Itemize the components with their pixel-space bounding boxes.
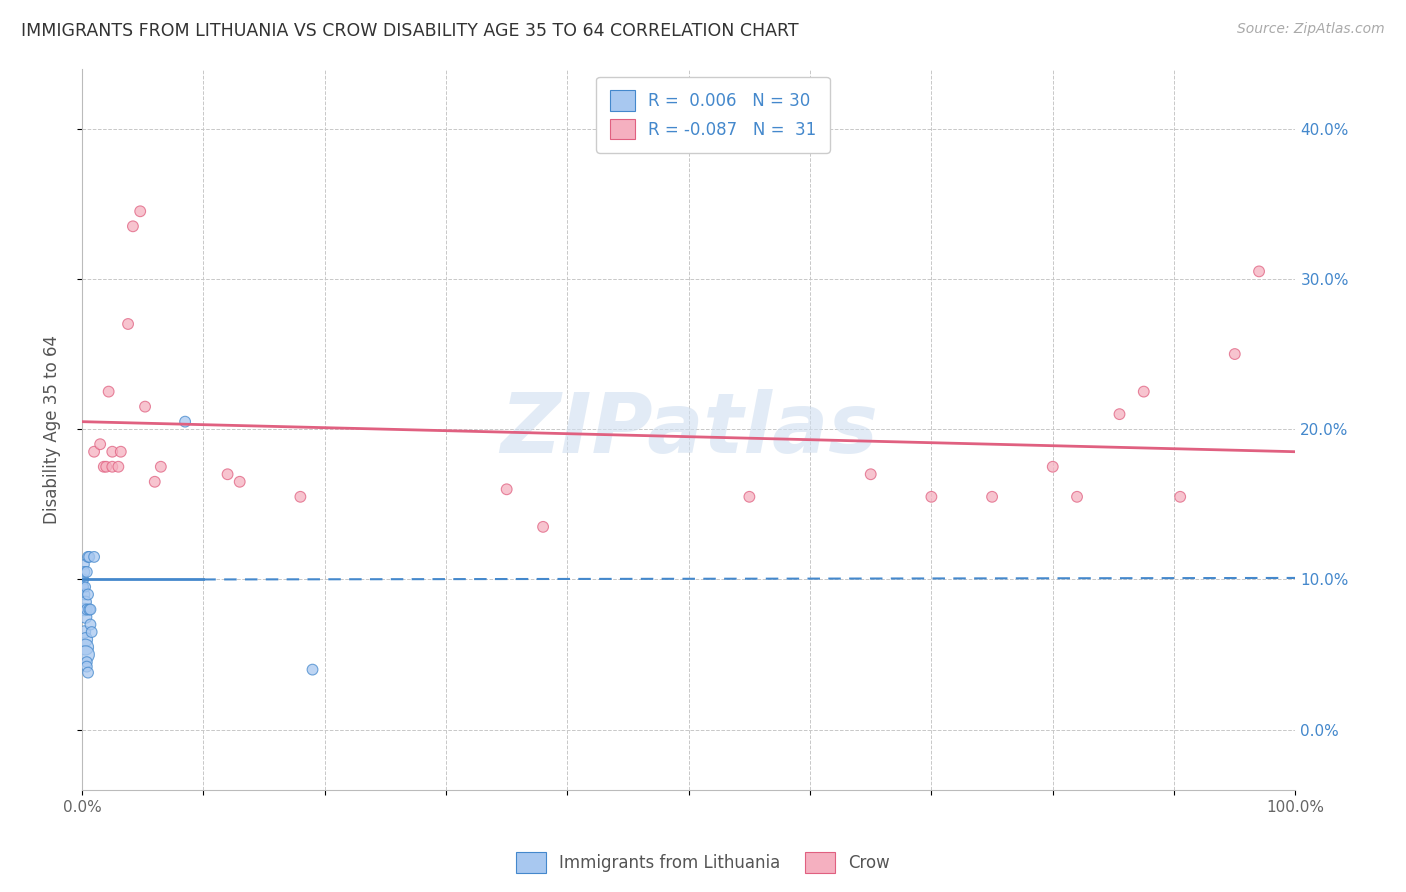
Point	[83, 549, 105, 564]
Point	[73, 625, 96, 640]
Point	[80, 625, 103, 640]
Point	[73, 602, 96, 616]
Point	[75, 610, 97, 624]
Point	[101, 444, 124, 458]
Text: Source: ZipAtlas.com: Source: ZipAtlas.com	[1237, 22, 1385, 37]
Point	[228, 475, 250, 489]
Point	[77, 549, 100, 564]
Point	[96, 459, 118, 474]
Point	[495, 483, 517, 497]
Point	[72, 580, 94, 594]
Point	[1108, 407, 1130, 421]
Text: ZIPatlas: ZIPatlas	[499, 389, 877, 470]
Point	[101, 459, 124, 474]
Point	[75, 648, 97, 662]
Point	[143, 475, 166, 489]
Point	[290, 490, 312, 504]
Point	[77, 665, 100, 680]
Point	[110, 444, 132, 458]
Y-axis label: Disability Age 35 to 64: Disability Age 35 to 64	[44, 334, 60, 524]
Point	[107, 459, 129, 474]
Point	[920, 490, 942, 504]
Point	[77, 602, 100, 616]
Point	[122, 219, 145, 234]
Point	[89, 437, 111, 451]
Point	[77, 587, 100, 601]
Legend: R =  0.006   N = 30, R = -0.087   N =  31: R = 0.006 N = 30, R = -0.087 N = 31	[596, 77, 830, 153]
Point	[981, 490, 1004, 504]
Point	[75, 595, 97, 609]
Point	[1223, 347, 1246, 361]
Point	[129, 204, 152, 219]
Point	[1247, 264, 1270, 278]
Legend: Immigrants from Lithuania, Crow: Immigrants from Lithuania, Crow	[509, 846, 897, 880]
Point	[73, 558, 96, 572]
Text: IMMIGRANTS FROM LITHUANIA VS CROW DISABILITY AGE 35 TO 64 CORRELATION CHART: IMMIGRANTS FROM LITHUANIA VS CROW DISABI…	[21, 22, 799, 40]
Point	[75, 640, 97, 654]
Point	[73, 587, 96, 601]
Point	[117, 317, 139, 331]
Point	[75, 580, 97, 594]
Point	[217, 467, 239, 482]
Point	[73, 565, 96, 579]
Point	[76, 565, 98, 579]
Point	[76, 602, 98, 616]
Point	[149, 459, 172, 474]
Point	[134, 400, 156, 414]
Point	[76, 659, 98, 673]
Point	[72, 573, 94, 587]
Point	[301, 663, 323, 677]
Point	[1042, 459, 1064, 474]
Point	[97, 384, 120, 399]
Point	[174, 415, 197, 429]
Point	[1132, 384, 1154, 399]
Point	[83, 444, 105, 458]
Point	[93, 459, 115, 474]
Point	[738, 490, 761, 504]
Point	[859, 467, 882, 482]
Point	[76, 655, 98, 669]
Point	[72, 573, 94, 587]
Point	[75, 632, 97, 647]
Point	[72, 580, 94, 594]
Point	[1168, 490, 1191, 504]
Point	[1066, 490, 1088, 504]
Point	[79, 617, 101, 632]
Point	[77, 549, 100, 564]
Point	[79, 602, 101, 616]
Point	[531, 520, 554, 534]
